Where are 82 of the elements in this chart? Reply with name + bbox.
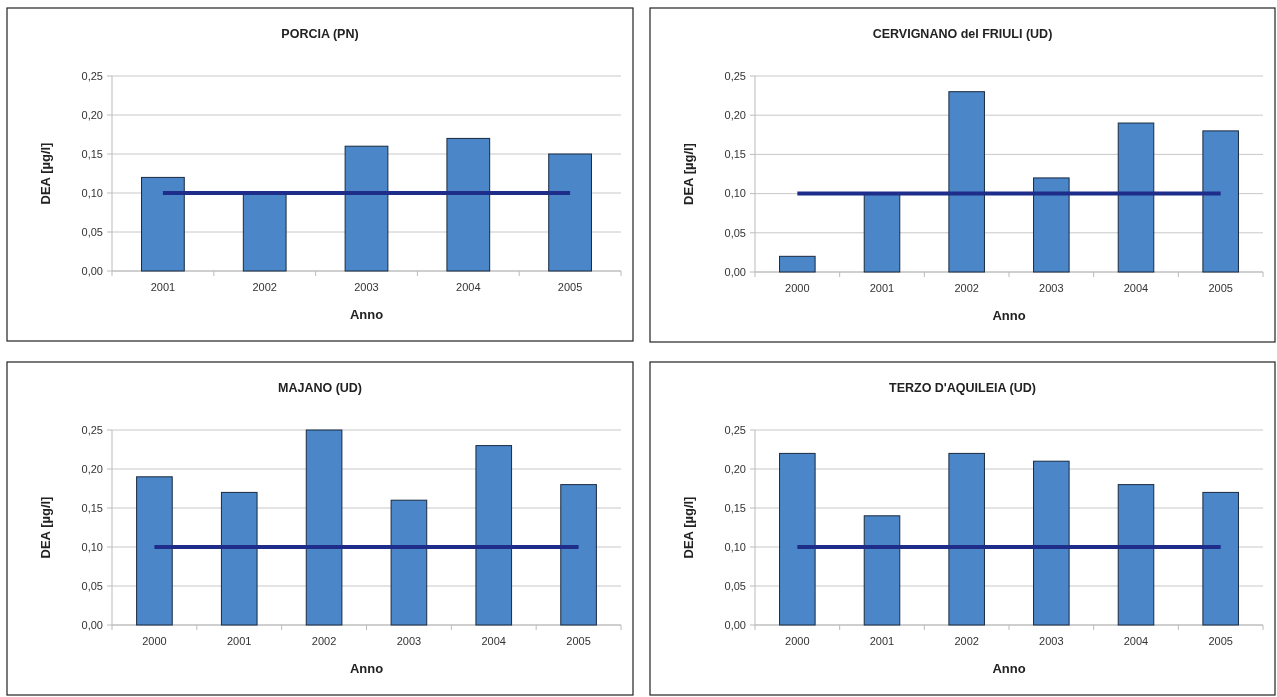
x-tick-label: 2000 xyxy=(142,635,167,647)
x-tick-label: 2005 xyxy=(1208,282,1233,294)
bar xyxy=(779,452,816,626)
y-tick-label: 0,20 xyxy=(724,462,746,475)
bar xyxy=(344,145,389,272)
chart-title: TERZO D'AQUILEIA (UD) xyxy=(889,381,1036,395)
y-tick-label: 0,05 xyxy=(724,579,746,592)
y-tick-label: 0,25 xyxy=(724,69,746,82)
bar xyxy=(220,491,258,626)
x-tick-label: 2004 xyxy=(1123,282,1149,294)
y-tick-label: 0,00 xyxy=(81,618,103,631)
x-tick-label: 2001 xyxy=(227,635,252,647)
y-tick-label: 0,00 xyxy=(724,265,746,278)
x-tick-label: 2002 xyxy=(954,635,979,647)
bar xyxy=(136,476,173,626)
x-tick-label: 2001 xyxy=(869,635,895,647)
y-tick-label: 0,00 xyxy=(724,618,746,631)
bar xyxy=(141,176,185,272)
bar xyxy=(242,192,287,272)
bar xyxy=(1202,130,1239,273)
x-axis-title: Anno xyxy=(992,308,1026,323)
bar xyxy=(446,137,491,272)
y-tick-label: 0,15 xyxy=(81,147,103,160)
x-tick-label: 2000 xyxy=(785,282,810,294)
x-tick-label: 2004 xyxy=(481,635,506,647)
x-tick-label: 2002 xyxy=(252,281,277,293)
bar xyxy=(1033,177,1070,273)
x-tick-label: 2001 xyxy=(150,281,176,293)
x-tick-label: 2000 xyxy=(785,635,810,647)
bar xyxy=(863,515,901,626)
bar xyxy=(948,91,985,273)
y-tick-label: 0,25 xyxy=(724,423,746,436)
bar xyxy=(863,193,901,273)
x-tick-label: 2003 xyxy=(1039,635,1064,647)
y-tick-label: 0,25 xyxy=(81,423,103,436)
x-axis-title: Anno xyxy=(992,661,1026,676)
bar xyxy=(948,452,985,626)
y-tick-label: 0,15 xyxy=(81,501,103,514)
x-tick-label: 2005 xyxy=(1208,635,1233,647)
bar xyxy=(305,429,343,626)
x-tick-label: 2005 xyxy=(557,281,583,293)
x-tick-label: 2001 xyxy=(869,282,895,294)
y-tick-label: 0,10 xyxy=(724,540,746,553)
bar xyxy=(548,153,592,272)
x-tick-label: 2004 xyxy=(1123,635,1149,647)
y-tick-label: 0,10 xyxy=(724,187,746,200)
y-tick-label: 0,10 xyxy=(81,186,103,199)
y-axis-title: DEA [µg/l] xyxy=(38,496,53,559)
bar xyxy=(560,484,597,626)
bar xyxy=(1117,122,1155,273)
x-axis-title: Anno xyxy=(349,307,384,322)
y-tick-label: 0,20 xyxy=(81,462,103,475)
bar xyxy=(1117,484,1155,626)
x-tick-label: 2003 xyxy=(1039,282,1064,294)
bar xyxy=(779,255,816,273)
y-tick-label: 0,05 xyxy=(81,225,103,238)
x-axis-title: Anno xyxy=(349,661,384,676)
y-tick-label: 0,15 xyxy=(724,501,746,514)
y-axis-title: DEA [µg/l] xyxy=(38,142,53,205)
y-tick-label: 0,20 xyxy=(81,108,103,121)
y-axis-title: DEA [µg/l] xyxy=(681,496,696,559)
x-tick-label: 2005 xyxy=(566,635,591,647)
y-tick-label: 0,10 xyxy=(81,540,103,553)
chart-title: MAJANO (UD) xyxy=(277,381,363,395)
x-tick-label: 2002 xyxy=(954,282,979,294)
y-tick-label: 0,00 xyxy=(81,264,103,277)
x-tick-label: 2002 xyxy=(311,635,337,647)
y-tick-label: 0,25 xyxy=(81,69,103,82)
y-tick-label: 0,05 xyxy=(81,579,103,592)
x-tick-label: 2003 xyxy=(396,635,422,647)
x-tick-label: 2003 xyxy=(354,281,379,293)
bar xyxy=(390,499,428,626)
x-tick-label: 2004 xyxy=(456,281,481,293)
bar xyxy=(475,445,513,626)
bar xyxy=(1202,491,1239,626)
y-tick-label: 0,05 xyxy=(724,226,746,239)
y-tick-label: 0,15 xyxy=(724,148,746,161)
bar xyxy=(1033,460,1070,626)
y-axis-title: DEA [µg/l] xyxy=(681,143,696,205)
y-tick-label: 0,20 xyxy=(724,109,746,122)
chart-title: PORCIA (PN) xyxy=(281,27,359,41)
chart-title: CERVIGNANO del FRIULI (UD) xyxy=(872,27,1053,41)
